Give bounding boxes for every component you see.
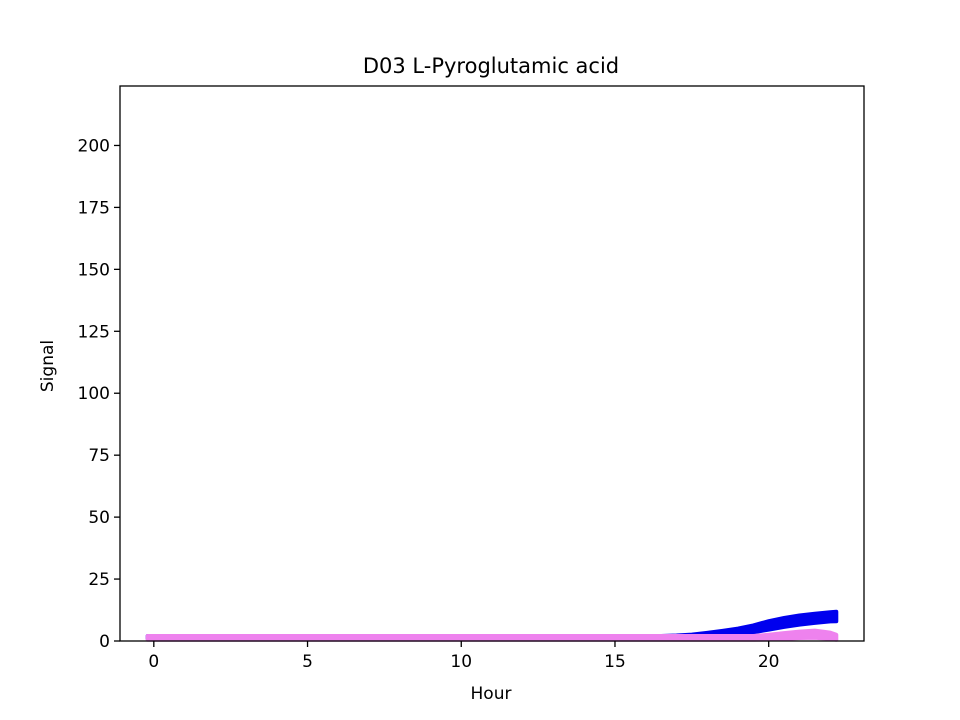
- x-tick-label: 5: [302, 652, 313, 672]
- x-tick-label: 20: [758, 652, 780, 672]
- y-tick-label: 25: [88, 570, 110, 590]
- y-tick-label: 0: [99, 632, 110, 652]
- y-tick-label: 125: [78, 322, 110, 342]
- y-axis-label: Signal: [38, 340, 58, 392]
- x-tick-label: 10: [450, 652, 472, 672]
- series-layer: [145, 609, 839, 642]
- y-tick-label: 150: [78, 260, 110, 280]
- y-tick-label: 175: [78, 198, 110, 218]
- y-axis-ticks: 0 25 50 75 100 125 150 175 200: [78, 136, 120, 652]
- plot-frame: [119, 85, 865, 642]
- chart-title: D03 L-Pyroglutamic acid: [363, 54, 619, 78]
- y-tick-label: 50: [88, 508, 110, 528]
- x-axis-ticks: 0 5 10 15 20: [148, 641, 780, 672]
- x-tick-label: 15: [604, 652, 626, 672]
- y-tick-label: 75: [88, 446, 110, 466]
- series-band-2: [145, 628, 839, 642]
- y-tick-label: 100: [78, 384, 110, 404]
- x-tick-label: 0: [148, 652, 159, 672]
- y-tick-label: 200: [78, 136, 110, 156]
- x-axis-label: Hour: [471, 684, 512, 704]
